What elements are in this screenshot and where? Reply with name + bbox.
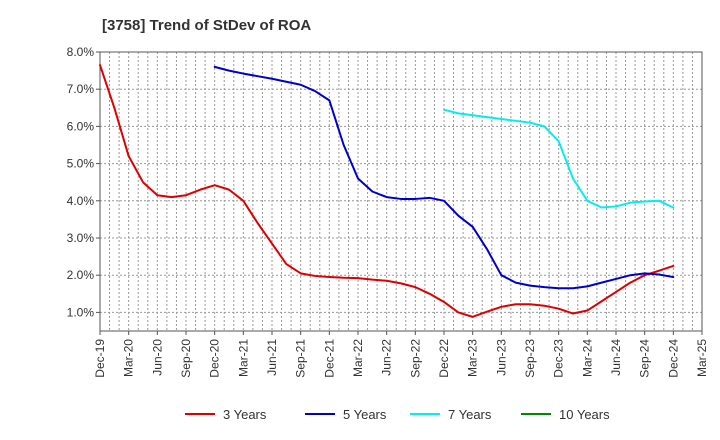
legend-label: 3 Years (223, 407, 267, 422)
x-tick-label: Dec-20 (208, 339, 222, 378)
legend-label: 10 Years (559, 407, 610, 422)
x-tick-label: Jun-20 (150, 339, 164, 376)
x-tick-label: Mar-25 (695, 339, 709, 377)
chart-title: [3758] Trend of StDev of ROA (102, 17, 311, 34)
plot-area (99, 51, 703, 332)
y-tick-label: 7.0% (67, 82, 95, 96)
y-tick-label: 5.0% (67, 157, 95, 171)
series-line-3-years (99, 64, 675, 318)
y-tick-label: 3.0% (67, 231, 95, 245)
x-axis: Dec-19 Mar-20 Jun-20 Sep-20 Dec-20 Mar-21 Jun-… (93, 331, 709, 378)
y-tick-label: 6.0% (67, 119, 95, 133)
x-tick-label: Sep-24 (638, 339, 652, 378)
x-tick-label: Jun-24 (609, 339, 623, 376)
y-tick-label: 8.0% (67, 45, 95, 59)
x-tick-label: Mar-22 (351, 339, 365, 377)
x-tick-label: Sep-22 (408, 339, 422, 378)
series-lines (99, 64, 675, 318)
x-tick-label: Mar-24 (580, 339, 594, 377)
y-tick-label: 2.0% (67, 268, 95, 282)
legend-label: 5 Years (343, 407, 387, 422)
y-tick-label: 1.0% (67, 305, 95, 319)
series-line-7-years (443, 108, 675, 209)
x-tick-label: Mar-21 (236, 339, 250, 377)
y-axis: 1.0% 2.0% 3.0% 4.0% 5.0% 6.0% 7.0% 8.0% (67, 45, 100, 319)
x-tick-label: Dec-21 (322, 339, 336, 378)
x-tick-label: Dec-19 (93, 339, 107, 378)
grid (100, 52, 702, 331)
x-tick-label: Jun-23 (494, 339, 508, 376)
x-tick-label: Jun-22 (380, 339, 394, 376)
legend: 3 Years 5 Years 7 Years 10 Years (185, 407, 610, 422)
x-tick-label: Mar-20 (122, 339, 136, 377)
x-tick-label: Jun-21 (265, 339, 279, 376)
x-tick-label: Sep-20 (179, 339, 193, 378)
y-tick-label: 4.0% (67, 194, 95, 208)
x-tick-label: Sep-21 (294, 339, 308, 378)
x-tick-label: Dec-24 (666, 339, 680, 378)
x-tick-label: Mar-23 (466, 339, 480, 377)
x-tick-label: Dec-23 (552, 339, 566, 378)
legend-label: 7 Years (448, 407, 492, 422)
x-tick-label: Dec-22 (437, 339, 451, 378)
series-line-5-years (213, 65, 675, 290)
x-tick-label: Sep-23 (523, 339, 537, 378)
